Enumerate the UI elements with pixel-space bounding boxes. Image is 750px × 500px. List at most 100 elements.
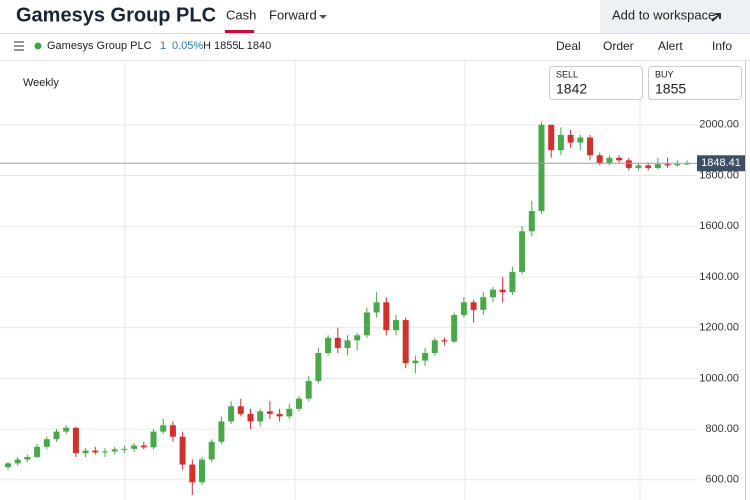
y-tick-label: 1200.00	[699, 322, 739, 334]
workspace-label[interactable]: Add to workspace	[612, 7, 715, 22]
workspace-icon	[711, 13, 721, 22]
workspace-button[interactable]	[600, 0, 750, 33]
candle-body	[616, 157, 623, 161]
y-tick-label: 800.00	[705, 423, 739, 435]
candle-body	[296, 398, 302, 409]
candle-body	[548, 124, 555, 151]
candle-body	[587, 137, 593, 156]
candle-body	[43, 439, 50, 447]
candle-body	[199, 459, 205, 483]
candle-body	[402, 320, 409, 364]
candle-body	[72, 427, 79, 454]
action[interactable]: Info	[712, 39, 732, 53]
action[interactable]: Alert	[658, 39, 683, 53]
y-tick-label: 600.00	[705, 474, 739, 486]
candle-body	[393, 320, 399, 331]
candle-body	[121, 448, 128, 450]
candle-body	[519, 231, 526, 272]
candle-body	[344, 340, 351, 348]
candle-body	[14, 459, 21, 464]
candle-body	[451, 314, 458, 342]
candle-body	[111, 449, 118, 452]
candle-body	[460, 302, 467, 315]
candle-body	[635, 165, 642, 168]
candle-body	[557, 134, 564, 151]
sell-label: SELL	[556, 69, 578, 79]
buy-box[interactable]	[648, 66, 742, 100]
candle-body	[528, 211, 535, 232]
candle-body	[266, 411, 273, 414]
interval-label: Weekly	[23, 77, 59, 89]
candle-body	[431, 340, 438, 354]
candle-body	[325, 337, 332, 354]
candle-body	[363, 312, 370, 336]
candle-body	[237, 406, 244, 414]
candle-body	[82, 450, 89, 454]
candle-body	[315, 353, 322, 381]
plot: 600.00 800.00 1000.00 1200.00 1400.00 1600.00…	[0, 119, 745, 495]
low: L 1840	[238, 40, 271, 52]
candle-body	[257, 411, 264, 422]
dropdown-caret	[319, 15, 327, 19]
candle-body	[645, 165, 652, 168]
candle-body	[169, 425, 176, 437]
candle-body	[412, 360, 419, 364]
candle-body	[131, 445, 138, 449]
action[interactable]: Deal	[556, 39, 581, 53]
candle-body	[208, 441, 215, 460]
candle-body	[53, 431, 60, 440]
candle-body	[228, 406, 235, 422]
candle-body	[5, 463, 11, 468]
candle-body	[24, 456, 31, 460]
candle-body	[480, 297, 487, 310]
candle-body	[490, 289, 496, 298]
candle-body	[567, 134, 574, 143]
candle-body	[664, 164, 671, 166]
candle-body	[34, 446, 41, 457]
candle-body	[674, 164, 681, 166]
candle-body	[286, 408, 293, 417]
candle-body	[538, 124, 545, 212]
buy-price: 1855	[655, 81, 686, 97]
candle-body	[684, 163, 690, 165]
candle-body	[92, 450, 99, 453]
candle-body	[276, 413, 283, 417]
candle-body	[218, 421, 225, 442]
candle-body	[179, 436, 186, 465]
y-tick-label: 2000.00	[699, 119, 739, 131]
active-tab-underline	[225, 30, 254, 33]
candle-body	[509, 271, 516, 293]
change: 1	[160, 40, 166, 52]
menu-icon[interactable]	[14, 41, 24, 51]
tab[interactable]: Forward	[269, 7, 317, 22]
action[interactable]: Order	[603, 39, 634, 53]
instrument-name: Gamesys Group PLC	[47, 40, 152, 52]
candle-body	[140, 445, 147, 448]
tab[interactable]: Cash	[226, 7, 256, 22]
change-pct: 0.05%	[172, 40, 203, 52]
candle-body	[189, 464, 196, 483]
grid-vertical	[124, 61, 641, 500]
y-tick-label: 1600.00	[699, 220, 739, 232]
candle-body	[247, 413, 254, 422]
candle-body	[102, 451, 108, 453]
candle-body	[577, 137, 584, 143]
candle-body	[334, 337, 341, 348]
candle-body	[625, 160, 632, 168]
last-price-label: 1848.41	[701, 157, 741, 169]
sell-box[interactable]	[549, 66, 643, 100]
y-tick-label: 1000.00	[699, 372, 739, 384]
candle-body	[606, 157, 613, 163]
y-tick-label: 1800.00	[699, 169, 739, 181]
sell-price: 1842	[556, 81, 587, 97]
status-dot	[34, 42, 42, 50]
candle-body	[654, 164, 661, 168]
y-tick-label: 1400.00	[699, 271, 739, 283]
candle-body	[160, 425, 167, 432]
candle-body	[499, 289, 506, 293]
candle-body	[150, 431, 157, 448]
candle-body	[441, 340, 448, 342]
candle-body	[354, 335, 361, 341]
